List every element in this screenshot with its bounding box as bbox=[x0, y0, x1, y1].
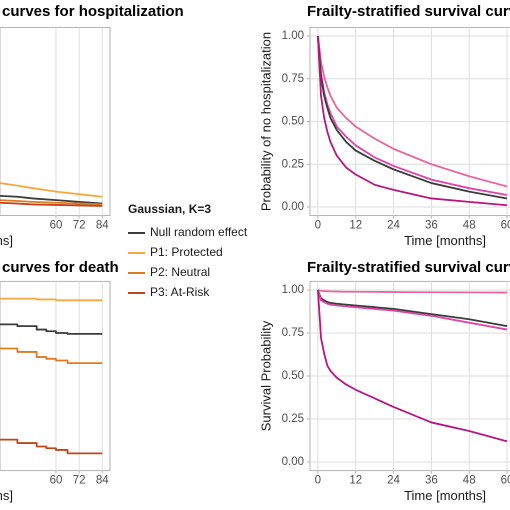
x-axis-label: Time [months] bbox=[0, 488, 13, 503]
series-line bbox=[0, 201, 103, 207]
series-line bbox=[317, 289, 508, 328]
y-tick-label: 1.00 bbox=[282, 30, 304, 42]
x-tick-label: 60 bbox=[50, 220, 63, 232]
legend-label: P3: At-Risk bbox=[150, 285, 210, 299]
y-tick-label: 0.00 bbox=[282, 201, 304, 213]
x-tick-label: 72 bbox=[73, 220, 86, 232]
series-line bbox=[316, 35, 508, 200]
series-line bbox=[317, 289, 508, 294]
x-tick-label: 72 bbox=[73, 475, 86, 487]
y-tick-label: 0.00 bbox=[282, 456, 304, 468]
series-line bbox=[0, 347, 103, 364]
series-line bbox=[0, 297, 103, 302]
x-tick-label: 36 bbox=[425, 220, 438, 232]
series-line bbox=[316, 289, 508, 443]
series-line bbox=[316, 35, 508, 207]
series-line bbox=[0, 182, 103, 198]
y-tick-label: 0.75 bbox=[282, 327, 304, 339]
y-tick-label: 0.75 bbox=[282, 73, 304, 85]
x-tick-label: 24 bbox=[387, 475, 400, 487]
legend-label: P1: Protected bbox=[150, 245, 223, 259]
y-tick-label: 0.25 bbox=[282, 158, 304, 170]
panel bbox=[0, 26, 111, 217]
x-tick-label: 48 bbox=[463, 220, 476, 232]
y-tick-label: 0.25 bbox=[282, 413, 304, 425]
x-tick-label: 84 bbox=[96, 475, 109, 487]
chart-title: curves for hospitalization bbox=[2, 3, 184, 20]
legend-label: P2: Neutral bbox=[150, 265, 210, 279]
series-line bbox=[0, 199, 103, 206]
series-line bbox=[317, 289, 508, 331]
y-tick-label: 0.50 bbox=[282, 370, 304, 382]
y-axis-label: Survival Probability bbox=[258, 320, 273, 431]
legend-title: Gaussian, K=3 bbox=[128, 202, 211, 216]
x-tick-label: 36 bbox=[425, 475, 438, 487]
x-axis-label: Time [months] bbox=[404, 233, 486, 248]
x-tick-label: 24 bbox=[387, 220, 400, 232]
series-line bbox=[0, 194, 103, 205]
y-axis-label: Probability of no hospitalization bbox=[258, 32, 273, 211]
x-tick-label: 48 bbox=[463, 475, 476, 487]
x-tick-label: 60 bbox=[501, 475, 510, 487]
x-tick-label: 0 bbox=[315, 475, 321, 487]
x-tick-label: 12 bbox=[349, 475, 362, 487]
x-tick-label: 60 bbox=[501, 220, 510, 232]
chart-title: Frailty-stratified survival curv bbox=[307, 259, 510, 276]
x-axis-label: Time [months] bbox=[404, 488, 486, 503]
x-tick-label: 60 bbox=[50, 475, 63, 487]
x-tick-label: 84 bbox=[96, 220, 109, 232]
legend-label: Null random effect bbox=[150, 225, 248, 239]
chart-title: curves for death bbox=[2, 259, 119, 276]
x-tick-label: 0 bbox=[315, 220, 321, 232]
y-tick-label: 1.00 bbox=[282, 284, 304, 296]
panel bbox=[0, 280, 111, 472]
series-line bbox=[316, 35, 508, 188]
x-axis-label: Time [months] bbox=[0, 233, 13, 248]
y-tick-label: 0.50 bbox=[282, 116, 304, 128]
chart-title: Frailty-stratified survival curv bbox=[307, 3, 510, 20]
series-line bbox=[0, 438, 103, 455]
x-tick-label: 12 bbox=[349, 220, 362, 232]
series-line bbox=[0, 323, 103, 335]
